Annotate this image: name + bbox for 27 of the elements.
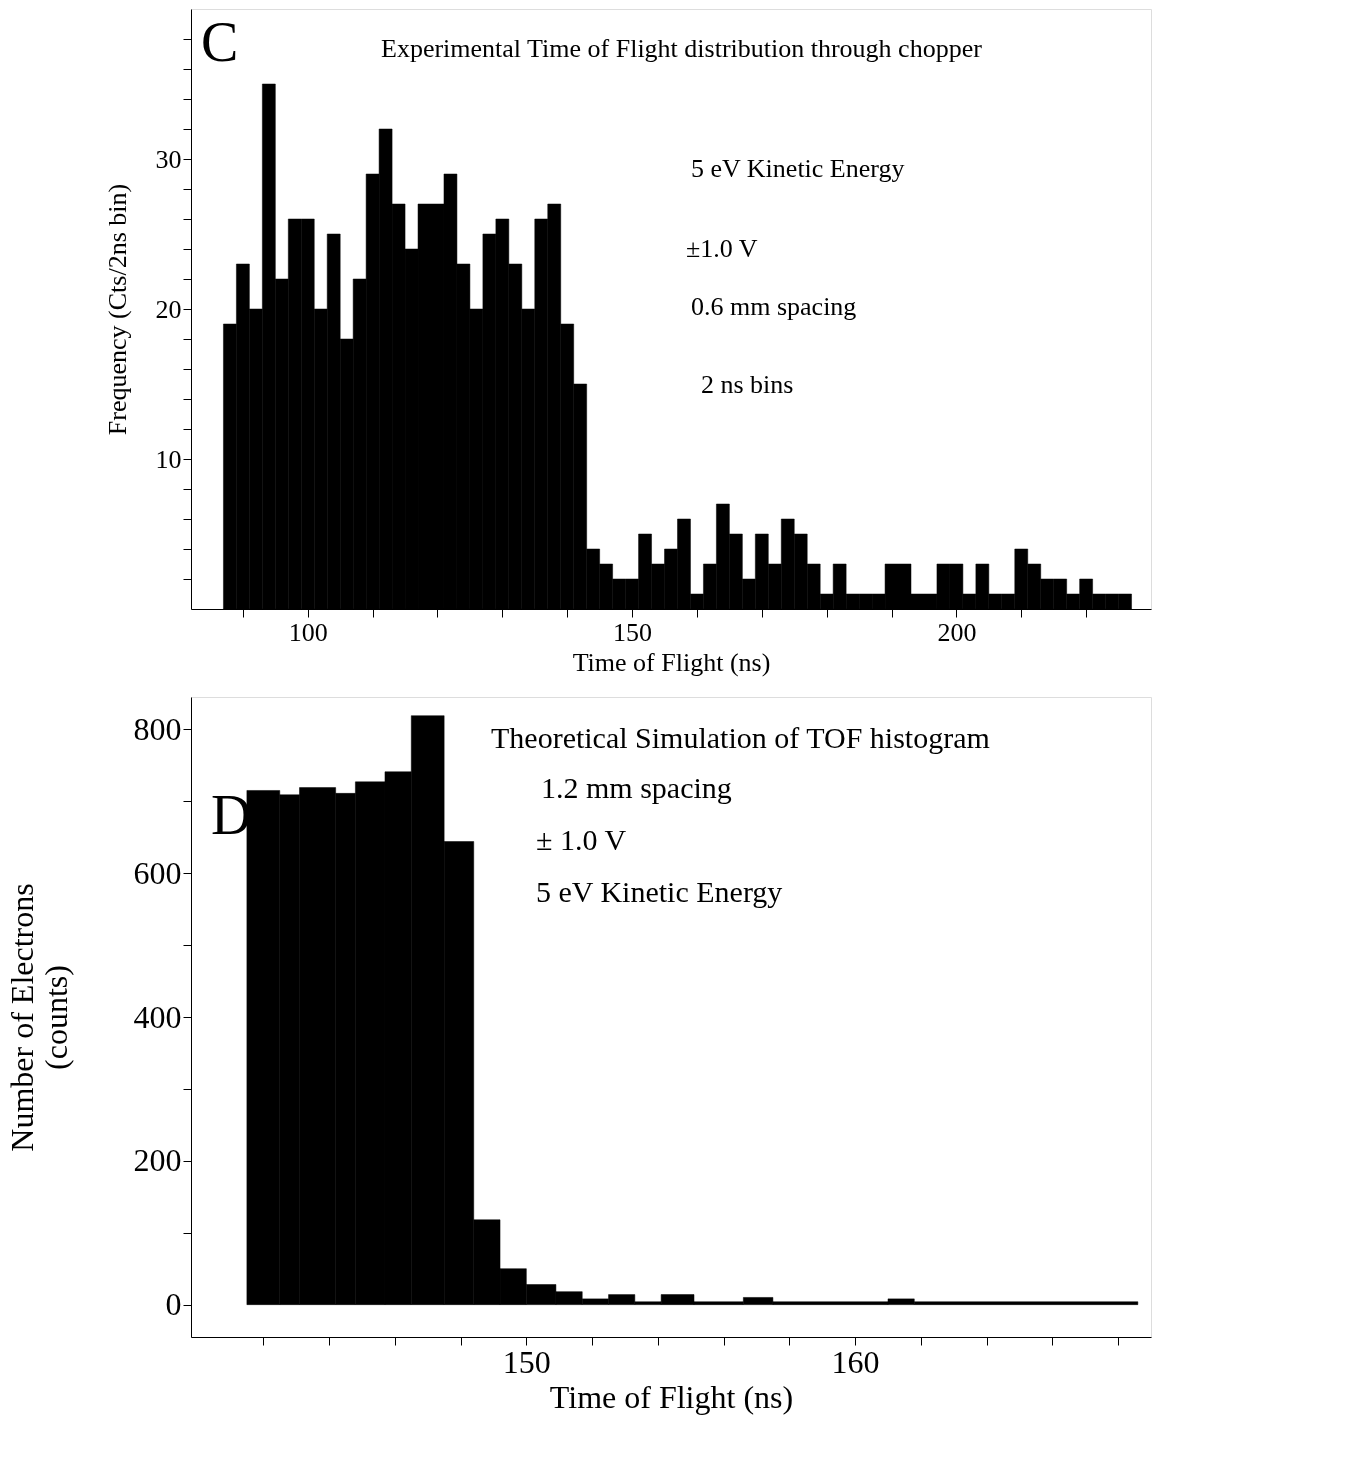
y-tick-label: 600 xyxy=(133,854,182,891)
x-tick-label: 150 xyxy=(502,1343,551,1380)
x-tick-label: 100 xyxy=(288,617,328,647)
y-tick-label: 800 xyxy=(133,710,182,747)
y-tick-label: 200 xyxy=(133,1142,182,1179)
y-axis-title: Number of Electrons (counts) xyxy=(3,883,74,1152)
annotation: 0.6 mm spacing xyxy=(691,292,857,321)
y-tick-label: 20 xyxy=(155,294,182,324)
annotation: Theoretical Simulation of TOF histogram xyxy=(491,721,990,754)
x-tick-label: 150 xyxy=(613,617,653,647)
y-tick-label: 10 xyxy=(155,444,182,474)
x-tick-label: 160 xyxy=(831,1343,880,1380)
x-tick-label: 200 xyxy=(937,617,977,647)
annotation: ± 1.0 V xyxy=(536,823,627,856)
y-axis-title: Frequency (Cts/2ns bin) xyxy=(102,183,132,436)
annotation: 1.2 mm spacing xyxy=(541,771,732,804)
annotation: 5 eV Kinetic Energy xyxy=(536,875,783,908)
x-axis-title: Time of Flight (ns) xyxy=(572,647,771,677)
annotation: 5 eV Kinetic Energy xyxy=(691,154,905,183)
annotation: 2 ns bins xyxy=(701,370,794,399)
x-axis-title: Time of Flight (ns) xyxy=(549,1378,794,1415)
annotation: C xyxy=(201,11,239,73)
annotation: Experimental Time of Flight distribution through chopper xyxy=(381,34,983,63)
annotation: ±1.0 V xyxy=(686,234,758,263)
y-tick-label: 0 xyxy=(165,1286,182,1323)
y-tick-label: 400 xyxy=(133,998,182,1035)
y-tick-label: 30 xyxy=(155,144,182,174)
